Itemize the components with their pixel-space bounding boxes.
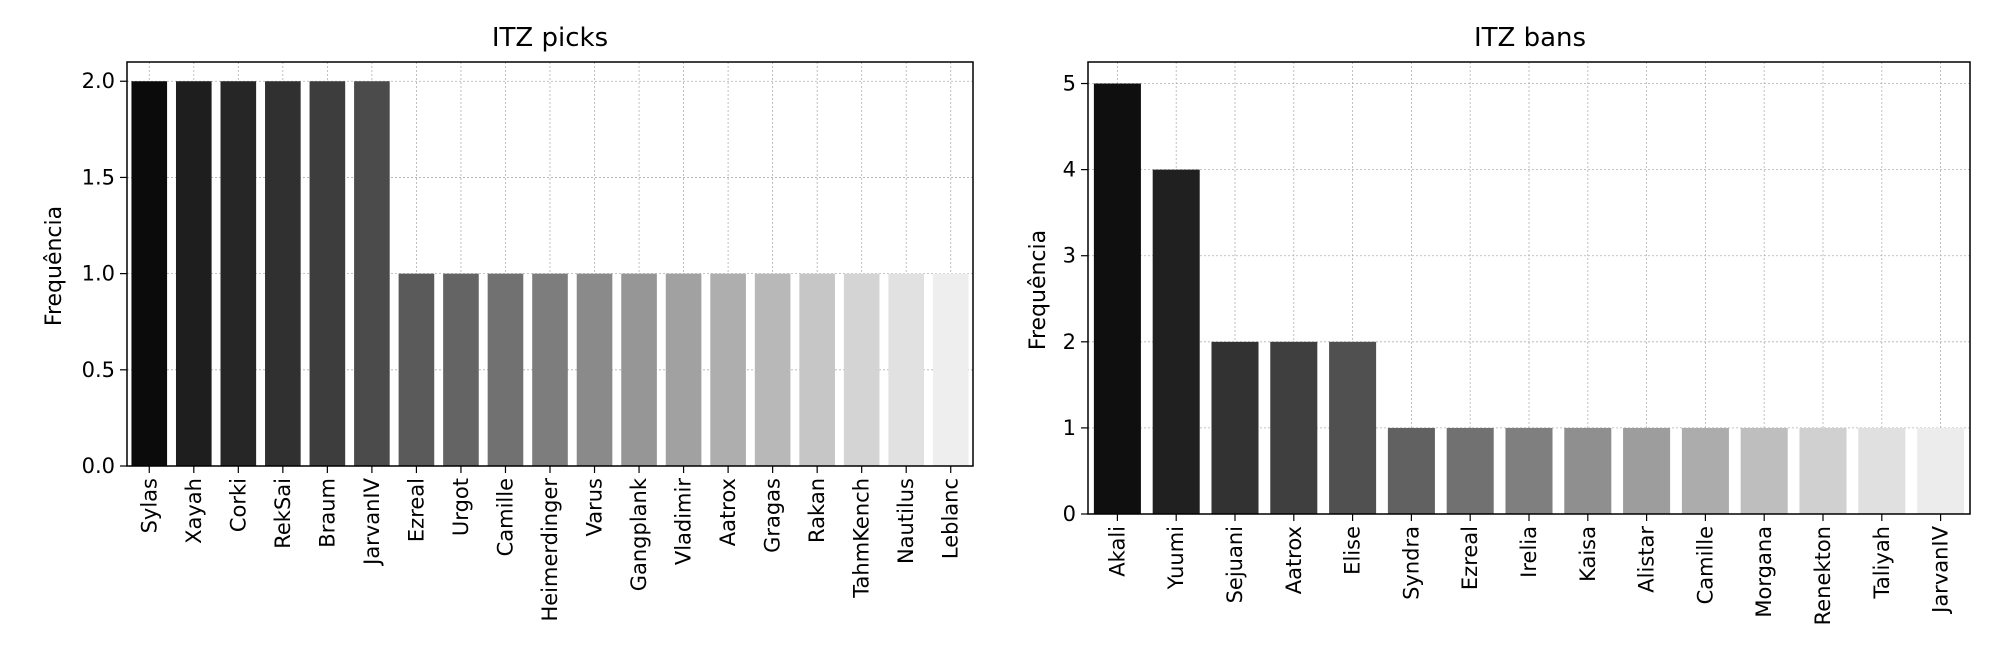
bans-x-tick-label: Morgana [1752, 526, 1776, 618]
bans-x-tick-label: Kaisa [1576, 526, 1600, 582]
picks-chart-title: ITZ picks [492, 23, 608, 53]
picks-x-tick-label: Gragas [761, 478, 785, 553]
picks-x-tick-label: Nautilus [894, 478, 918, 564]
bans-bar-kaisa [1564, 427, 1612, 514]
picks-x-tick-label: Aatrox [716, 478, 740, 546]
picks-x-tick-label: Camille [493, 478, 517, 556]
bans-x-tick-label: Alistar [1635, 526, 1659, 593]
picks-bar-rakan [799, 273, 835, 466]
bans-axes-frame [1087, 61, 1971, 515]
picks-y-tick-label: 2.0 [82, 69, 115, 93]
bans-y-axis-label: Frequência [1026, 230, 1051, 350]
picks-x-tick-label: RekSai [271, 478, 295, 549]
bans-y-tick-label: 3 [1063, 244, 1076, 268]
bans-bar-irelia [1505, 427, 1553, 514]
bans-bar-morgana [1740, 427, 1788, 514]
bans-bar-syndra [1387, 427, 1435, 514]
picks-chart: ITZ picks Frequência 0.0 0.5 1.0 1.5 2.0 Syla… [42, 23, 974, 622]
picks-bar-gangplank [621, 273, 657, 466]
bans-y-tick-label: 5 [1063, 72, 1076, 96]
picks-x-tick-label: Vladimir [672, 478, 696, 566]
picks-y-tick-label: 1.5 [82, 165, 115, 189]
picks-y-axis-label: Frequência [42, 206, 67, 326]
bans-x-tick-label: Ezreal [1458, 526, 1482, 590]
picks-x-tick-label: JarvanIV [360, 477, 384, 566]
bans-x-tick-label: Syndra [1399, 526, 1423, 600]
picks-bar-ezreal [398, 273, 435, 466]
bans-y-tick-label: 4 [1063, 158, 1076, 182]
bans-bar-ezreal [1446, 427, 1494, 514]
picks-bar-braum [309, 81, 346, 466]
bans-x-tick-label: Akali [1105, 526, 1129, 577]
picks-bar-jarvaniv [354, 81, 390, 466]
bans-bar-alistar [1623, 427, 1671, 514]
picks-x-tick-label: Corki [226, 478, 250, 532]
picks-x-tick-label: Ezreal [404, 478, 428, 542]
bans-y-tick-label: 2 [1063, 330, 1076, 354]
picks-x-tick-label: Leblanc [939, 478, 963, 559]
bans-x-tick-label: Irelia [1517, 526, 1541, 578]
picks-bar-urgot [443, 273, 479, 466]
picks-bar-corki [220, 81, 257, 466]
picks-x-tick-label: Gangplank [627, 477, 651, 591]
picks-x-tick-label: Varus [583, 478, 607, 537]
bans-bar-elise [1329, 341, 1377, 514]
picks-bar-reksai [265, 81, 301, 466]
picks-x-tick-label: Heimerdinger [538, 478, 562, 622]
bans-x-tick-label: Renekton [1811, 526, 1835, 625]
bans-y-tick-label: 1 [1063, 416, 1076, 440]
picks-bar-vladimir [665, 273, 702, 466]
picks-bar-xayah [175, 81, 212, 466]
bans-bar-renekton [1799, 427, 1847, 514]
picks-x-tick-label: Urgot [449, 478, 473, 536]
bans-x-tick-label: Sejuani [1223, 526, 1247, 603]
bans-bar-jarvaniv [1917, 427, 1965, 514]
picks-y-tick-label: 1.0 [82, 262, 115, 286]
bans-bar-akali [1093, 83, 1141, 515]
picks-x-tick-label: Braum [315, 478, 339, 548]
bans-chart: ITZ bans Frequência 0 1 2 3 4 5 Akali Yuumi Seju… [1026, 23, 1971, 625]
bans-bar-sejuani [1211, 341, 1259, 514]
picks-axes-frame [126, 61, 974, 467]
picks-y-tick-label: 0.0 [82, 454, 115, 478]
bans-x-tick-label: Camille [1693, 526, 1717, 604]
picks-x-tick-label: Sylas [137, 478, 161, 533]
picks-bar-nautilus [888, 273, 925, 466]
picks-bar-heimerdinger [532, 273, 568, 466]
bans-y-tick-label: 0 [1063, 502, 1076, 526]
bans-bar-yuumi [1152, 169, 1200, 514]
picks-y-tick-label: 0.5 [82, 358, 115, 382]
bans-x-tick-label: Elise [1341, 526, 1365, 575]
picks-bar-tahmkench [843, 273, 880, 466]
bans-bar-camille [1681, 427, 1729, 514]
picks-x-tick-label: Xayah [182, 478, 206, 544]
picks-bar-camille [487, 273, 524, 466]
picks-bar-varus [576, 273, 613, 466]
bans-bar-aatrox [1270, 341, 1318, 514]
picks-bar-leblanc [932, 273, 969, 466]
bans-x-tick-label: JarvanIV [1929, 525, 1953, 614]
picks-bar-gragas [754, 273, 791, 466]
picks-bar-aatrox [710, 273, 746, 466]
picks-x-tick-label: TahmKench [850, 478, 874, 599]
bans-x-tick-label: Aatrox [1282, 526, 1306, 594]
bans-bar-taliyah [1858, 427, 1906, 514]
bans-chart-title: ITZ bans [1474, 23, 1586, 53]
bans-x-tick-label: Yuumi [1164, 526, 1188, 590]
picks-x-tick-label: Rakan [805, 478, 829, 543]
picks-bar-sylas [131, 81, 168, 466]
bans-x-tick-label: Taliyah [1870, 526, 1894, 600]
